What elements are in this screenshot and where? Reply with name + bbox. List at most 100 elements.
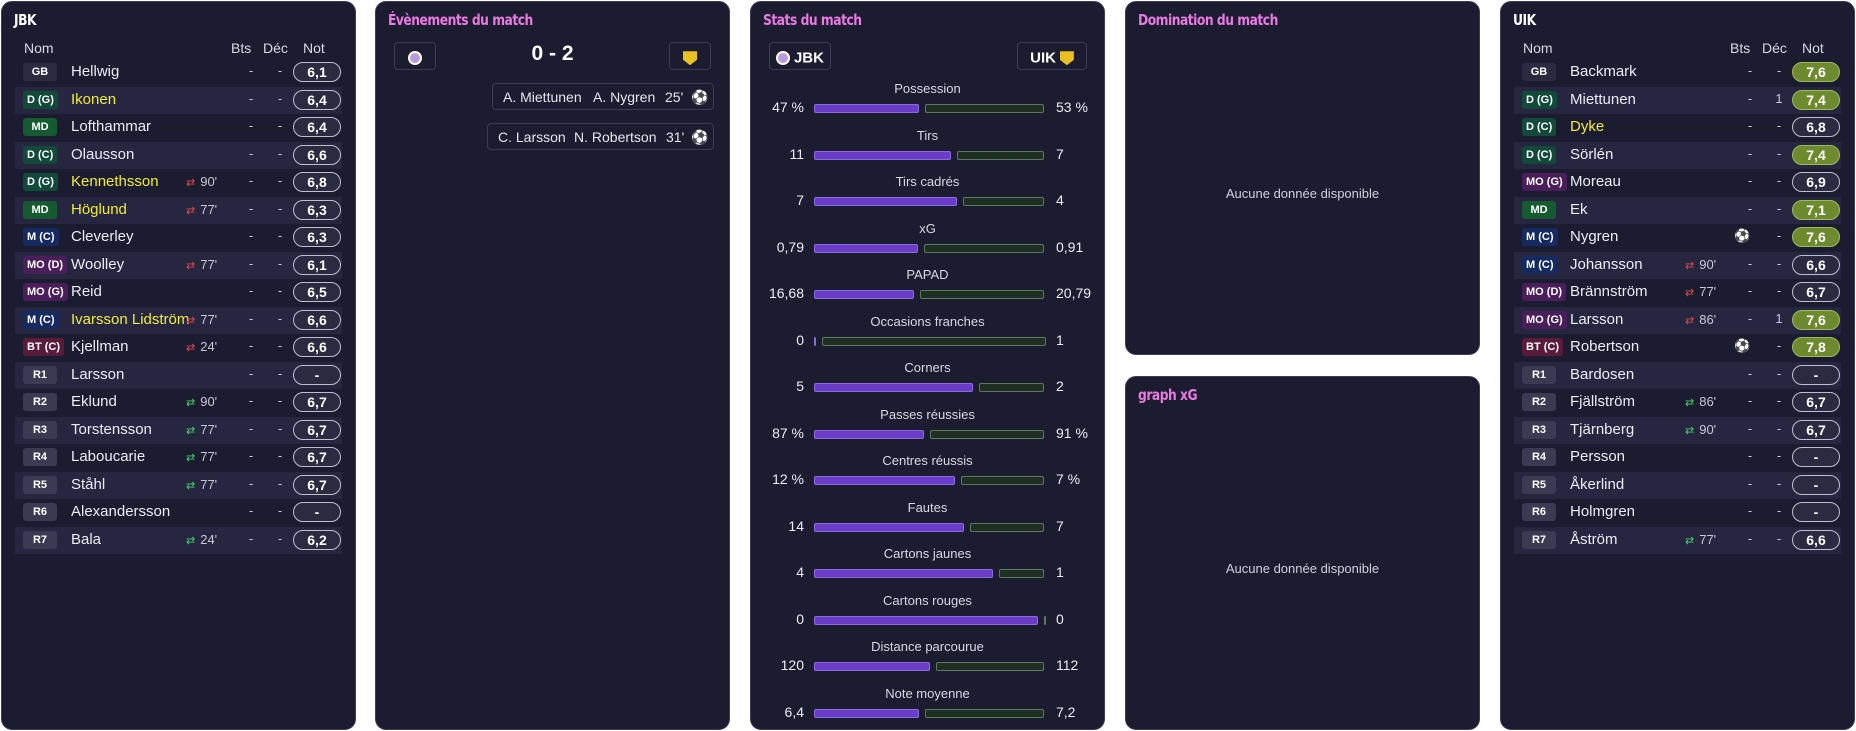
stat-home-value: 0 (796, 331, 804, 348)
player-name[interactable]: Ek (1570, 200, 1588, 218)
player-name[interactable]: Laboucarie (71, 448, 146, 465)
col-dec[interactable]: Déc (1762, 40, 1787, 56)
player-row[interactable]: D (G) Kennethsson ⇄ 90' - -6,8 (15, 169, 342, 197)
dec-value: - (277, 310, 283, 326)
player-name[interactable]: Larsson (1570, 310, 1624, 328)
event-goal-1[interactable]: A. Miettunen A. Nygren 25' ⚽ (492, 83, 714, 110)
col-name[interactable]: Nom (24, 40, 54, 56)
player-row[interactable]: BT (C) Kjellman ⇄ 24' - -6,6 (15, 334, 342, 362)
player-name[interactable]: Kjellman (71, 338, 129, 355)
player-name[interactable]: Cleverley (71, 228, 134, 245)
position-badge: R7 (23, 530, 57, 549)
player-row[interactable]: R4 Persson - - - (1514, 444, 1841, 472)
player-row[interactable]: M (C) Ivarsson Lidström ⇄ 77' - -6,6 (15, 306, 342, 334)
col-dec[interactable]: Déc (263, 40, 288, 56)
player-row[interactable]: GB Hellwig - -6,1 (15, 59, 342, 87)
player-row[interactable]: MO (D) Brännström ⇄ 77' - -6,7 (1514, 279, 1841, 307)
stat-away-value: 0 (1056, 610, 1064, 627)
player-name[interactable]: Eklund (71, 393, 117, 410)
player-row[interactable]: MO (G) Larsson ⇄ 86' - 1 7,6 (1514, 306, 1841, 334)
player-name[interactable]: Robertson (1570, 338, 1640, 355)
player-name[interactable]: Lofthammar (71, 118, 152, 135)
player-row[interactable]: R6 Holmgren - - - (1514, 499, 1841, 527)
player-row[interactable]: D (G) Miettunen - 1 7,4 (1514, 86, 1841, 114)
player-name[interactable]: Ikonen (71, 90, 117, 108)
player-name[interactable]: Holmgren (1570, 503, 1636, 520)
rating-badge: - (1792, 447, 1840, 467)
goals-value: - (1747, 118, 1753, 133)
player-row[interactable]: R7 Bala ⇄ 24' - -6,2 (15, 526, 342, 554)
player-row[interactable]: M (C) Nygren ⚽ -7,6 (1514, 224, 1841, 252)
player-name[interactable]: Åström (1570, 530, 1618, 548)
player-row[interactable]: BT (C) Robertson ⚽ -7,8 (1514, 334, 1841, 362)
player-name[interactable]: Brännström (1570, 283, 1648, 300)
col-goals[interactable]: Bts (231, 40, 252, 56)
player-name[interactable]: Moreau (1570, 173, 1621, 190)
player-row[interactable]: R2 Eklund ⇄ 90' - -6,7 (15, 389, 342, 417)
player-name[interactable]: Olausson (71, 145, 135, 163)
player-row[interactable]: R6 Alexandersson - - - (15, 499, 342, 527)
player-row[interactable]: M (C) Cleverley - -6,3 (15, 224, 342, 252)
player-name[interactable]: Miettunen (1570, 90, 1636, 108)
dec-value: - (277, 283, 283, 298)
player-name[interactable]: Fjällström (1570, 393, 1636, 410)
player-row[interactable]: MO (G) Moreau - -6,9 (1514, 169, 1841, 197)
player-name[interactable]: Nygren (1570, 228, 1619, 245)
col-name[interactable]: Nom (1523, 40, 1553, 56)
player-name[interactable]: Hellwig (71, 63, 120, 80)
player-row[interactable]: D (G) Ikonen - -6,4 (15, 86, 342, 114)
player-name[interactable]: Tjärnberg (1570, 420, 1635, 438)
player-row[interactable]: D (C) Sörlén - -7,4 (1514, 141, 1841, 169)
player-row[interactable]: R5 Ståhl ⇄ 77' - -6,7 (15, 471, 342, 499)
stat-home-value: 4 (796, 564, 804, 580)
player-name[interactable]: Sörlén (1570, 145, 1614, 163)
position-badge: R3 (23, 420, 57, 439)
rating-badge: 6,7 (1792, 419, 1840, 440)
stat-away-value: 53 % (1056, 99, 1088, 115)
player-name[interactable]: Bala (71, 530, 102, 548)
player-row[interactable]: M (C) Johansson ⇄ 90' - -6,6 (1514, 251, 1841, 279)
player-name[interactable]: Höglund (71, 200, 127, 218)
player-row[interactable]: R2 Fjällström ⇄ 86' - -6,7 (1514, 389, 1841, 417)
player-row[interactable]: MD Höglund ⇄ 77' - -6,3 (15, 196, 342, 224)
col-note[interactable]: Not (303, 40, 325, 56)
away-players-panel: UIK Nom Bts Déc Not GB Backmark - -7,6 D (G)… (1500, 1, 1855, 730)
col-goals[interactable]: Bts (1730, 40, 1751, 56)
player-name[interactable]: Ståhl (71, 475, 106, 493)
player-name[interactable]: Kennethsson (71, 173, 159, 190)
dec-value: - (1776, 393, 1782, 408)
event-goal-2[interactable]: C. Larsson N. Robertson 31' ⚽ (487, 123, 714, 150)
player-name[interactable]: Persson (1570, 448, 1626, 465)
player-name[interactable]: Johansson (1570, 255, 1643, 273)
player-row[interactable]: R1 Larsson - - - (15, 361, 342, 389)
player-row[interactable]: MO (D) Woolley ⇄ 77' - -6,1 (15, 251, 342, 279)
col-note[interactable]: Not (1802, 40, 1824, 56)
player-row[interactable]: D (C) Olausson - -6,6 (15, 141, 342, 169)
player-name[interactable]: Ivarsson Lidström (71, 310, 190, 328)
player-row[interactable]: R3 Torstensson ⇄ 77' - -6,7 (15, 416, 342, 444)
stat-label: Note moyenne (885, 685, 970, 701)
player-name[interactable]: Åkerlind (1570, 475, 1625, 493)
player-name[interactable]: Bardosen (1570, 365, 1635, 383)
player-name[interactable]: Torstensson (71, 420, 152, 438)
player-name[interactable]: Alexandersson (71, 503, 171, 520)
player-row[interactable]: MD Ek - -7,1 (1514, 196, 1841, 224)
player-row[interactable]: R3 Tjärnberg ⇄ 90' - -6,7 (1514, 416, 1841, 444)
player-row[interactable]: R7 Åström ⇄ 77' - -6,6 (1514, 526, 1841, 554)
player-name[interactable]: Reid (71, 283, 102, 300)
player-name[interactable]: Backmark (1570, 63, 1637, 80)
player-name[interactable]: Dyke (1570, 118, 1605, 135)
goals-value: - (1747, 200, 1753, 216)
player-name[interactable]: Larsson (71, 365, 125, 383)
player-row[interactable]: R4 Laboucarie ⇄ 77' - -6,7 (15, 444, 342, 472)
player-row[interactable]: R1 Bardosen - - - (1514, 361, 1841, 389)
player-name[interactable]: Woolley (71, 255, 125, 273)
player-row[interactable]: D (C) Dyke - -6,8 (1514, 114, 1841, 142)
player-row[interactable]: R5 Åkerlind - - - (1514, 471, 1841, 499)
position-badge: MO (G) (1522, 173, 1567, 191)
goals-value: - (1747, 448, 1753, 463)
rating-badge: 7,8 (1792, 337, 1840, 357)
player-row[interactable]: MO (G) Reid - -6,5 (15, 279, 342, 307)
player-row[interactable]: MD Lofthammar - -6,4 (15, 114, 342, 142)
player-row[interactable]: GB Backmark - -7,6 (1514, 59, 1841, 87)
